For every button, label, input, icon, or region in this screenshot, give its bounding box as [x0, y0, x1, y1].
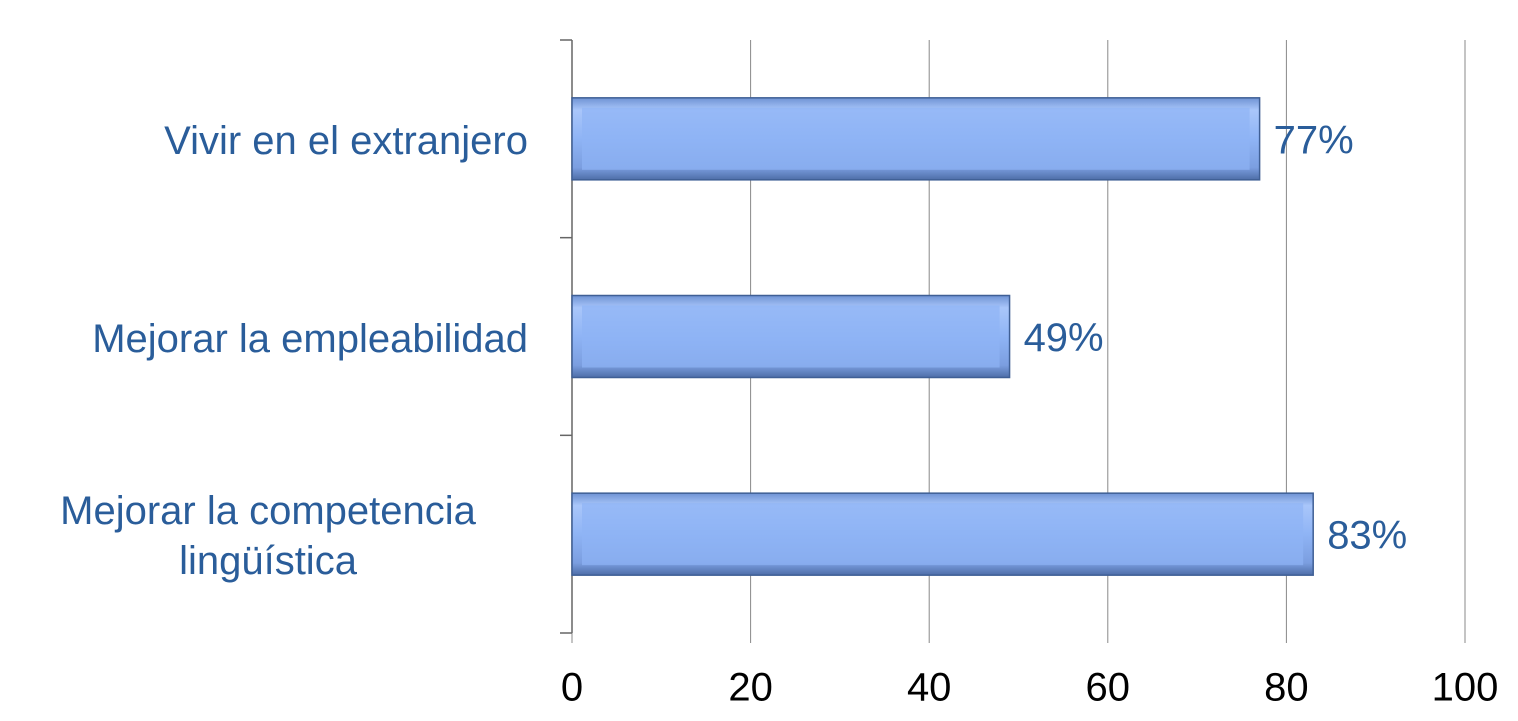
y-tick-label: Vivir en el extranjero — [164, 118, 528, 163]
x-tick-label: 60 — [1086, 666, 1131, 710]
bar-face — [582, 107, 1250, 170]
value-label: 83% — [1327, 514, 1407, 558]
y-tick-label: Mejorar la competencia lingüística — [60, 489, 476, 584]
x-tick-label: 20 — [728, 666, 773, 710]
y-tick-label: Mejorar la empleabilidad — [92, 316, 528, 361]
value-label: 77% — [1274, 118, 1354, 162]
bar-face — [582, 503, 1304, 566]
bar-face — [582, 305, 1000, 368]
x-tick-label: 100 — [1432, 666, 1499, 710]
value-label: 49% — [1024, 316, 1104, 360]
x-tick-label: 80 — [1264, 666, 1309, 710]
x-tick-label: 40 — [907, 666, 952, 710]
x-tick-label: 0 — [561, 666, 583, 710]
